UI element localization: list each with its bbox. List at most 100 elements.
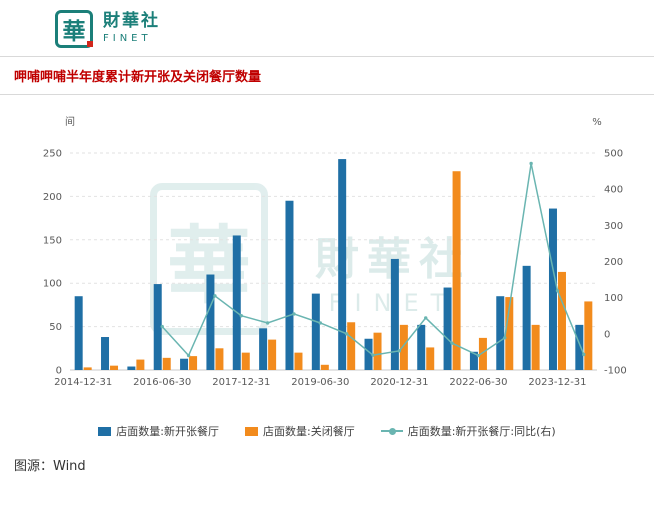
- bar-closed: [584, 301, 593, 370]
- bar-new-open: [285, 200, 294, 370]
- yoy-point: [186, 353, 191, 358]
- chart-area: 華 財華社 FINET 050100150200250-100010020030…: [0, 95, 654, 439]
- bar-new-open: [390, 258, 399, 370]
- left-axis-tick-label: 200: [43, 192, 62, 203]
- legend-swatch-new-open: [98, 426, 112, 436]
- yoy-point: [450, 341, 454, 345]
- watermark-text-en: FINET: [315, 289, 471, 317]
- bar-new-open: [469, 351, 478, 370]
- x-axis-label: 2023-12-31: [528, 377, 586, 388]
- bar-closed: [215, 348, 224, 370]
- legend-label-closed: 店面数量:关闭餐厅: [263, 425, 355, 438]
- bar-new-open: [206, 274, 215, 370]
- bar-closed: [83, 367, 92, 370]
- yoy-point: [424, 316, 428, 320]
- bar-closed: [478, 337, 487, 370]
- legend-item-closed: 店面数量:关闭餐厅: [245, 423, 355, 439]
- bar-new-open: [338, 159, 347, 370]
- legend-label-new-open: 店面数量:新开张餐厅: [116, 425, 219, 438]
- bar-closed: [136, 359, 145, 370]
- right-axis-tick-label: 100: [604, 293, 623, 304]
- bar-closed: [162, 357, 171, 370]
- bar-closed: [294, 352, 303, 370]
- bar-closed: [557, 271, 566, 370]
- x-axis-label: 2017-12-31: [212, 377, 270, 388]
- legend-line-dot-icon: [388, 427, 396, 435]
- bar-closed: [110, 365, 119, 370]
- bar-new-open: [311, 293, 320, 370]
- yoy-point: [476, 353, 481, 358]
- right-axis-tick-label: 500: [604, 149, 623, 160]
- left-axis-tick-label: 150: [43, 235, 62, 246]
- finet-logo: 華 財華社 FINET: [55, 10, 654, 48]
- yoy-point: [160, 324, 164, 329]
- seal-character: 華: [62, 19, 86, 45]
- bar-new-open: [259, 328, 268, 370]
- legend-line-swatch: [380, 427, 403, 435]
- bar-new-open: [575, 324, 584, 370]
- bar-closed: [189, 356, 198, 370]
- x-axis-label: 2014-12-31: [54, 377, 112, 388]
- bar-closed: [320, 364, 329, 370]
- chart-legend: 店面数量:新开张餐厅 店面数量:关闭餐厅 店面数量:新开张餐厅:同比(右): [0, 423, 654, 439]
- image-source-caption: 图源：Wind: [14, 459, 86, 474]
- bar-closed: [426, 347, 435, 370]
- bar-new-open: [548, 208, 557, 370]
- bar-new-open: [180, 358, 189, 370]
- bar-closed: [241, 352, 250, 370]
- bar-closed: [373, 332, 382, 370]
- brand-name-block: 財華社 FINET: [103, 11, 160, 45]
- yoy-point: [503, 336, 507, 340]
- left-axis-tick-label: 100: [43, 279, 62, 290]
- bar-new-open: [364, 338, 373, 370]
- bar-closed: [505, 297, 514, 370]
- legend-label-yoy: 店面数量:新开张餐厅:同比(右): [407, 425, 556, 438]
- yoy-point: [292, 312, 296, 316]
- chart-title: 呷哺呷哺半年度累计新开张及关闭餐厅数量: [14, 70, 262, 85]
- yoy-point: [555, 289, 560, 293]
- yoy-point: [529, 161, 533, 166]
- legend-item-yoy: 店面数量:新开张餐厅:同比(右): [380, 423, 556, 439]
- bar-closed: [452, 171, 461, 370]
- left-axis-tick-label: 50: [49, 322, 62, 333]
- yoy-point: [213, 294, 217, 298]
- left-axis-unit-label: 间: [65, 115, 75, 128]
- bar-new-open: [127, 366, 136, 370]
- x-axis-label: 2016-06-30: [133, 377, 191, 388]
- bar-closed: [531, 324, 540, 370]
- finet-seal-logo-icon: 華: [55, 10, 93, 48]
- yoy-point: [371, 353, 375, 357]
- yoy-point: [239, 314, 243, 318]
- yoy-point: [318, 321, 323, 325]
- right-axis-tick-label: 300: [604, 221, 623, 232]
- right-axis-tick-label: 200: [604, 257, 623, 268]
- legend-item-new-open: 店面数量:新开张餐厅: [98, 423, 219, 439]
- right-axis-unit-label: %: [592, 117, 602, 128]
- right-axis-tick-label: 400: [604, 185, 623, 196]
- bar-new-open: [443, 287, 452, 370]
- bar-new-open: [74, 296, 83, 370]
- bar-new-open: [232, 235, 241, 370]
- x-axis-label: 2019-06-30: [291, 377, 349, 388]
- right-axis-tick-label: 0: [604, 329, 610, 340]
- article-title-strip: 呷哺呷哺半年度累计新开张及关闭餐厅数量: [0, 56, 654, 95]
- x-axis-label: 2022-06-30: [449, 377, 507, 388]
- yoy-point: [582, 352, 586, 357]
- right-axis-tick-label: -100: [604, 366, 627, 377]
- bar-new-open: [496, 296, 505, 370]
- brand-name-en: FINET: [103, 33, 152, 45]
- yoy-point: [265, 321, 270, 325]
- seal-red-dot-icon: [87, 41, 93, 47]
- bar-closed: [347, 322, 356, 370]
- left-axis-tick-label: 0: [56, 366, 62, 377]
- bar-new-open: [522, 265, 531, 370]
- bar-new-open: [101, 337, 110, 370]
- legend-swatch-closed: [245, 426, 258, 436]
- chart-canvas: 0 50 100 150 200 250 -100 0 100 200 300 400 500 间 % 201…: [43, 115, 627, 388]
- x-axis-label: 2020-12-31: [370, 377, 428, 388]
- bar-new-open: [417, 324, 426, 370]
- yoy-point: [344, 332, 349, 336]
- brand-name-cn: 財華社: [103, 11, 160, 32]
- yoy-point: [397, 349, 402, 353]
- bar-new-open: [153, 284, 162, 370]
